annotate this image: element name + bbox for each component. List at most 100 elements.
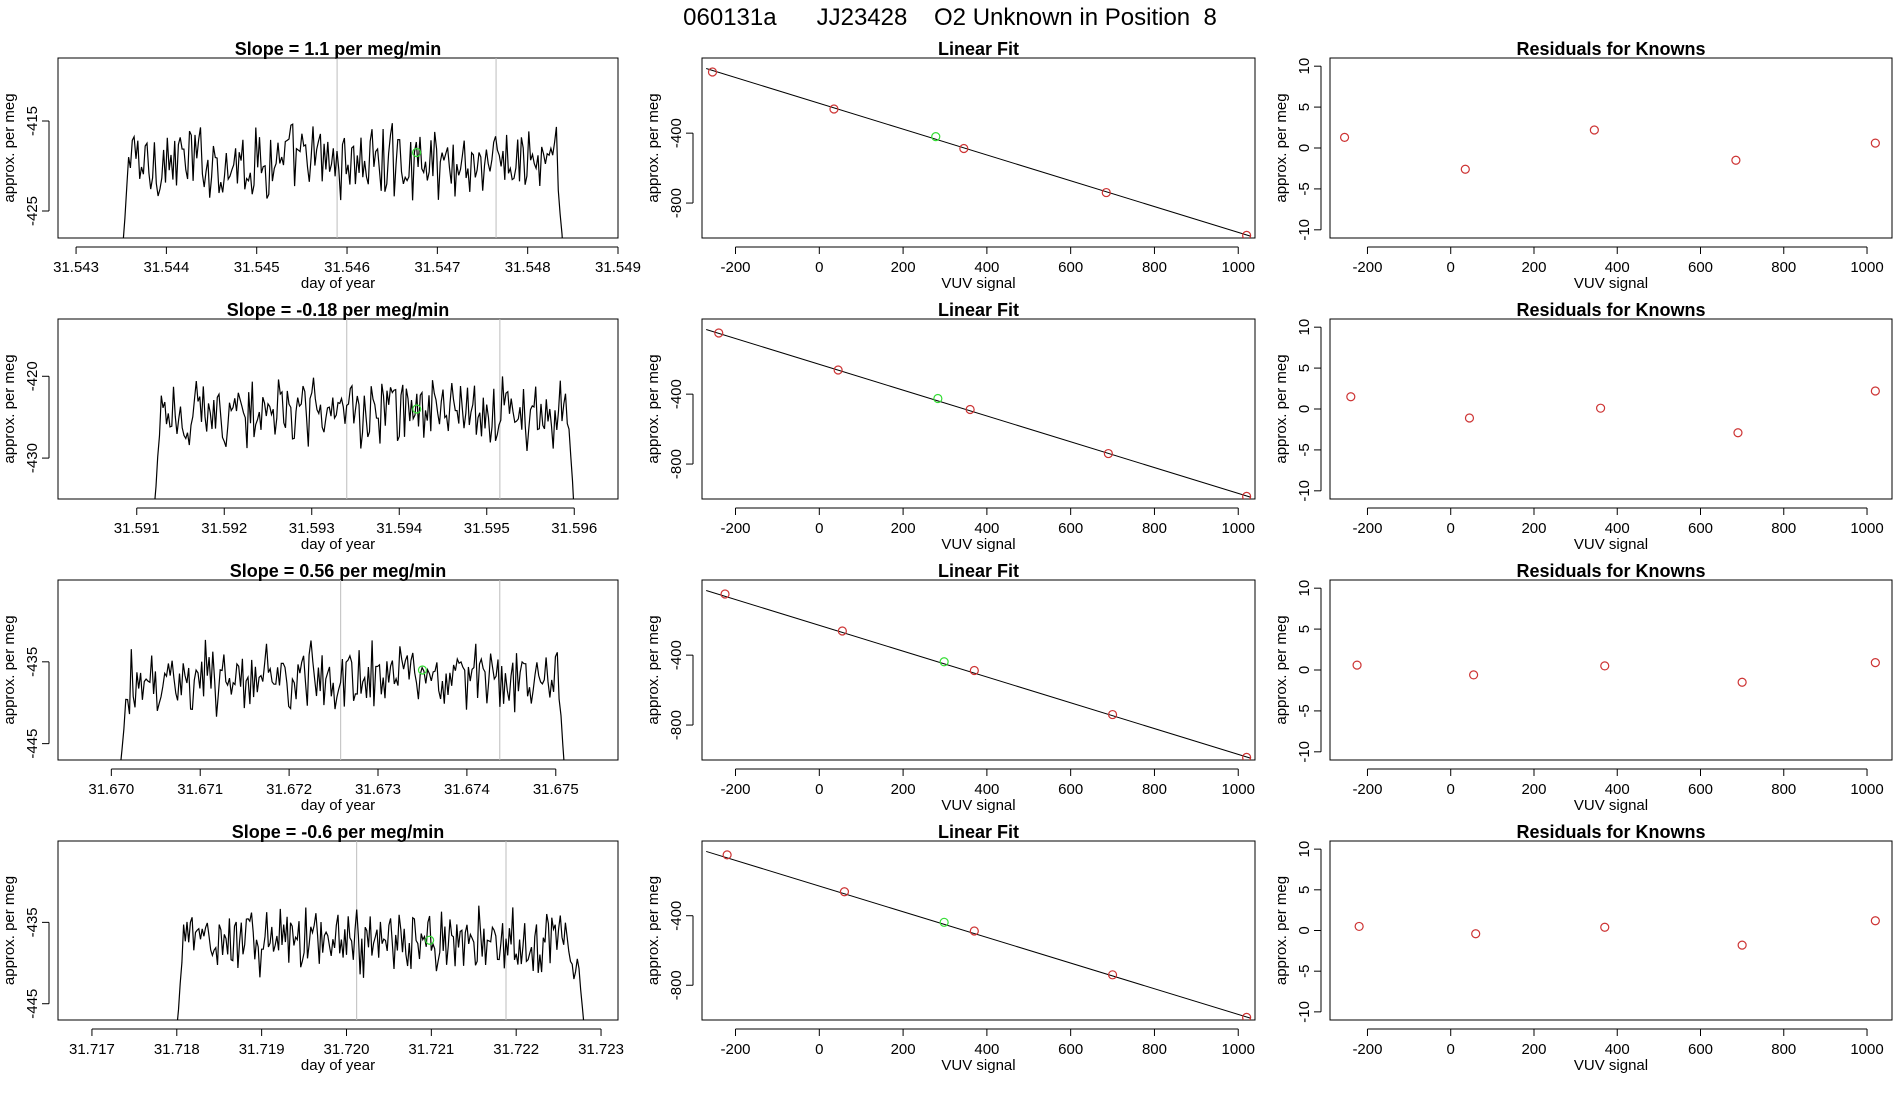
residual-point: [1870, 916, 1880, 926]
x-tick-label: 31.544: [143, 259, 189, 276]
known-point: [965, 404, 975, 415]
residual-point: [1595, 403, 1606, 413]
y-axis-label: approx. per meg: [1273, 93, 1290, 202]
y-tick-label: -400: [668, 118, 685, 148]
series-line: [120, 639, 565, 760]
chart-panel-4-2: Linear Fit -200 0 200 400 600 800 1000 VUV signa…: [645, 822, 1256, 1074]
y-axis-label: approx. per meg: [1, 354, 18, 463]
y-axis-label: approx. per meg: [645, 615, 662, 724]
chart-panel-2-2: Linear Fit -200 0 200 400 600 800 1000 VUV signa…: [645, 300, 1256, 553]
x-tick-label: 600: [1688, 781, 1713, 798]
x-axis-label: VUV signal: [1574, 797, 1648, 814]
y-tick-label: -445: [24, 729, 41, 759]
y-tick-label: 5: [1296, 364, 1313, 372]
x-tick-label: 0: [1447, 259, 1455, 276]
unknown-point: [933, 393, 943, 404]
x-tick-label: 31.672: [266, 781, 312, 798]
residual-point: [1737, 677, 1747, 687]
x-axis-label: VUV signal: [1574, 275, 1648, 292]
chart-panel-3-2: Linear Fit -200 0 200 400 600 800 1000 VUV signa…: [645, 561, 1256, 814]
residual-point: [1870, 386, 1880, 396]
x-tick-label: 200: [891, 1041, 916, 1058]
plot-frame: [1329, 579, 1893, 761]
x-tick-label: 31.720: [324, 1041, 370, 1058]
x-tick-label: -200: [720, 259, 750, 276]
chart-panel-2-1: Slope = -0.18 per meg/min 31.591 31.592 31.…: [1, 300, 619, 553]
known-point: [833, 365, 843, 375]
x-tick-label: 31.548: [505, 259, 551, 276]
residual-point: [1733, 428, 1743, 438]
chart-title: Slope = -0.6 per meg/min: [232, 822, 445, 842]
y-tick-label: -800: [668, 970, 685, 1000]
chart-title: Linear Fit: [938, 822, 1019, 842]
unknown-point: [412, 404, 422, 414]
x-tick-label: -200: [1352, 781, 1382, 798]
y-tick-label: -415: [24, 106, 41, 136]
chart-title: Residuals for Knowns: [1516, 561, 1705, 581]
page-title: 060131a JJ23428 O2 Unknown in Position 8: [683, 4, 1217, 31]
x-tick-label: 1000: [1222, 1041, 1255, 1058]
y-axis-label: approx. per meg: [1, 876, 18, 985]
x-tick-label: 0: [815, 259, 823, 276]
x-tick-label: 31.721: [408, 1041, 454, 1058]
x-tick-label: 200: [891, 520, 916, 537]
x-axis-label: VUV signal: [941, 536, 1015, 553]
chart-panel-4-3: Residuals for Knowns-200 0 200 400 600 800 100…: [1273, 822, 1893, 1074]
y-tick-label: 5: [1296, 103, 1313, 111]
x-tick-label: 31.718: [154, 1041, 200, 1058]
x-tick-label: 1000: [1850, 1041, 1883, 1058]
unknown-point: [417, 665, 428, 675]
x-tick-label: 400: [974, 1041, 999, 1058]
y-tick-label: -10: [1296, 219, 1313, 241]
chart-panel-3-1: Slope = 0.56 per meg/min 31.670 31.671 31.6…: [1, 561, 619, 814]
plot-frame: [57, 57, 619, 239]
x-tick-label: 800: [1771, 520, 1796, 537]
fit-line: [706, 850, 1251, 1019]
x-axis-label: VUV signal: [941, 1057, 1015, 1074]
known-point: [1107, 970, 1118, 980]
x-tick-label: 31.594: [376, 520, 422, 537]
y-tick-label: -435: [24, 907, 41, 937]
known-point: [720, 589, 730, 599]
known-point: [714, 328, 724, 338]
y-tick-label: -10: [1296, 741, 1313, 763]
plot-area: [1339, 125, 1880, 174]
x-tick-label: 800: [1142, 781, 1167, 798]
x-tick-label: 31.674: [444, 781, 490, 798]
x-tick-label: 1000: [1222, 259, 1255, 276]
chart-title: Residuals for Knowns: [1516, 39, 1705, 59]
x-tick-label: 400: [1605, 1041, 1630, 1058]
chart-panel-4-1: Slope = -0.6 per meg/min 31.717 31.718 31.7…: [1, 822, 624, 1074]
y-axis-label: approx. per meg: [645, 354, 662, 463]
y-tick-label: -420: [24, 361, 41, 391]
x-tick-label: 31.670: [88, 781, 134, 798]
known-point: [839, 887, 850, 897]
known-point: [829, 104, 839, 114]
plot-area: [1346, 386, 1880, 438]
y-tick-label: 10: [1296, 841, 1313, 858]
x-tick-label: 0: [815, 1041, 823, 1058]
x-axis-label: VUV signal: [941, 797, 1015, 814]
chart-title: Residuals for Knowns: [1516, 822, 1705, 842]
known-point: [1103, 448, 1113, 459]
chart-panel-1-2: Linear Fit -200 0 200 400 600 800 1000 VUV signa…: [645, 39, 1256, 292]
x-tick-label: 1000: [1222, 781, 1255, 798]
known-point: [722, 850, 732, 860]
fit-line: [706, 590, 1251, 759]
x-tick-label: 600: [1688, 1041, 1713, 1058]
y-tick-label: -400: [668, 640, 685, 670]
unknown-point: [939, 657, 949, 667]
plot-frame: [701, 579, 1256, 761]
x-tick-label: 31.549: [595, 259, 641, 276]
plot-area: [154, 319, 575, 499]
chart-title: Linear Fit: [938, 300, 1019, 320]
known-point: [969, 926, 979, 936]
known-point: [959, 143, 969, 154]
x-tick-label: 1000: [1850, 259, 1883, 276]
x-tick-label: 31.722: [493, 1041, 539, 1058]
plot-frame: [1329, 840, 1893, 1021]
series-line: [154, 376, 575, 499]
x-tick-label: 31.545: [234, 259, 280, 276]
plot-area: [176, 841, 585, 1020]
